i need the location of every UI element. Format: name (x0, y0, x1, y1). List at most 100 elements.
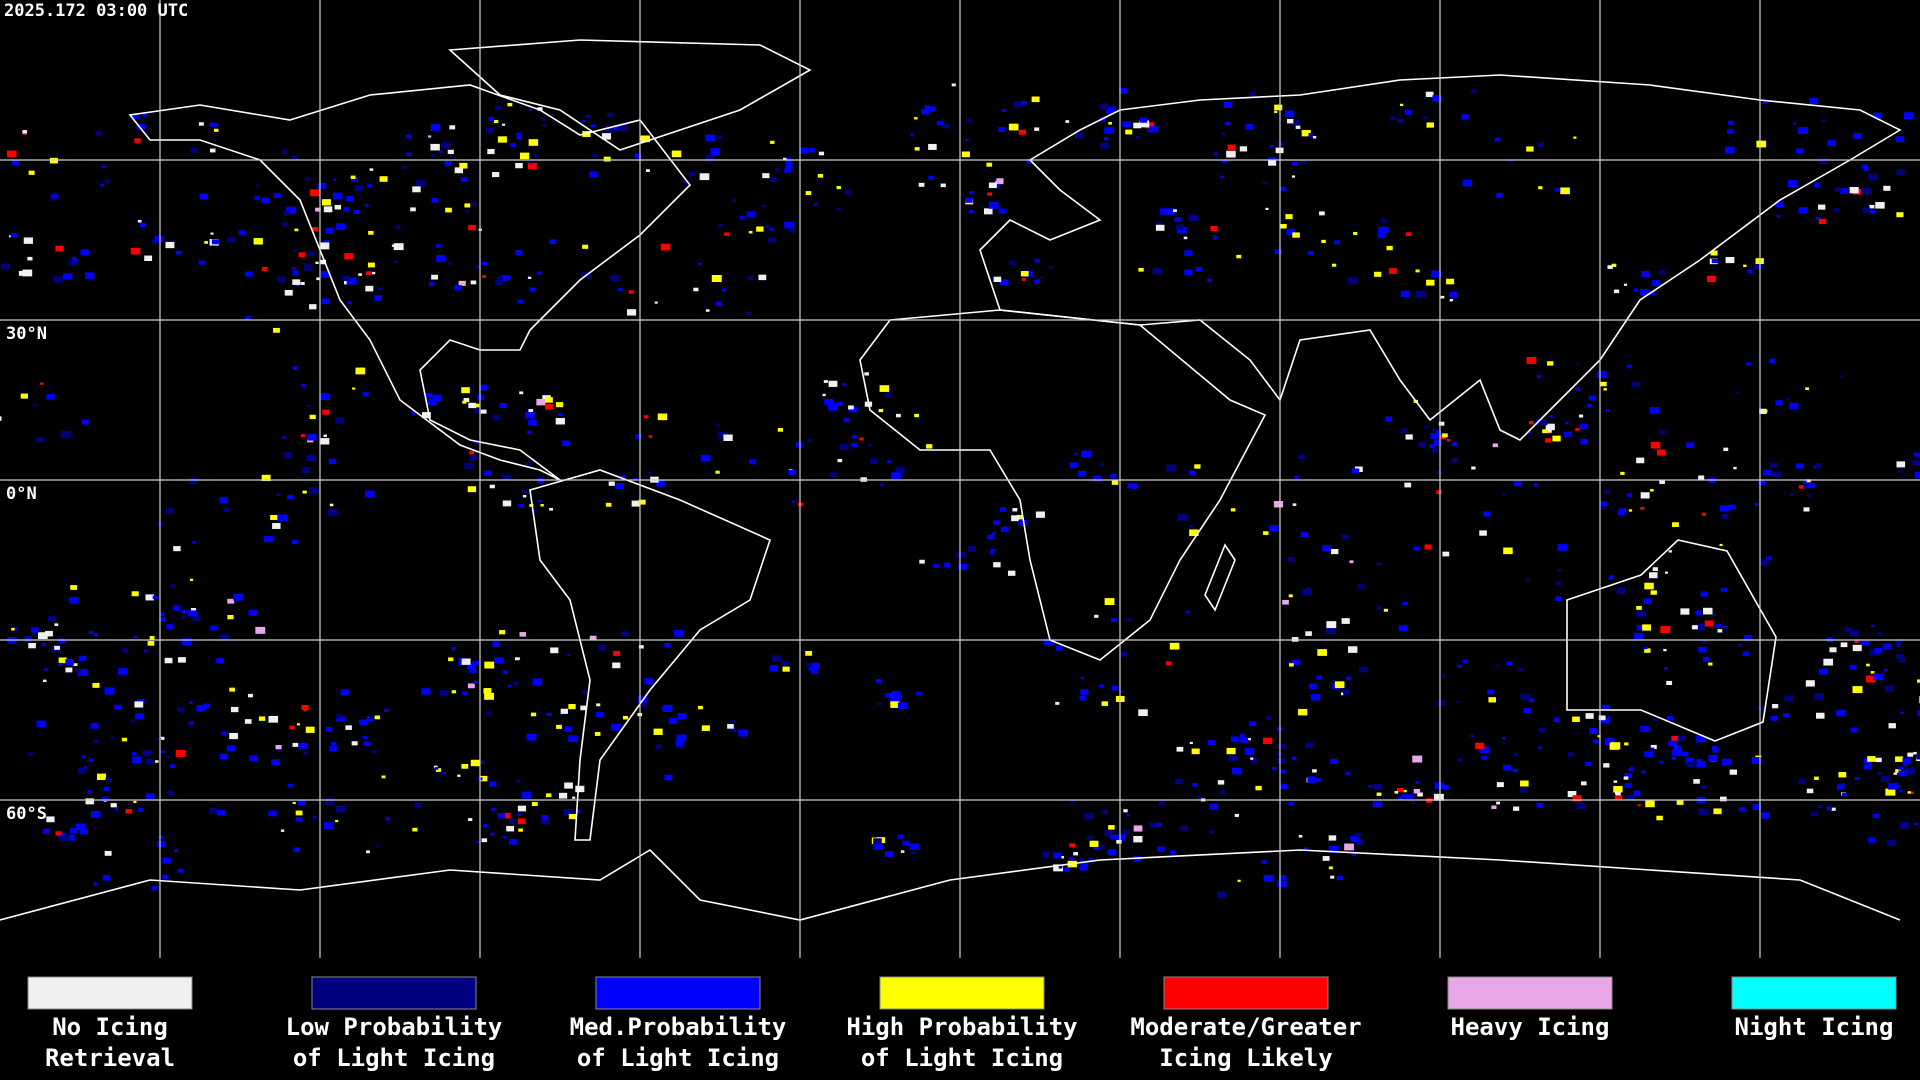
icing-pixel (1713, 808, 1722, 815)
icing-pixel (1803, 507, 1810, 512)
icing-pixel (1376, 562, 1381, 567)
icing-pixel (145, 594, 155, 601)
icing-pixel (1065, 120, 1070, 123)
icing-pixel (1542, 429, 1548, 434)
icing-pixel (467, 486, 477, 493)
icing-pixel (806, 662, 813, 667)
icing-pixel (371, 271, 376, 275)
icing-pixel (1896, 169, 1905, 175)
icing-pixel (1633, 790, 1641, 796)
icing-pixel (664, 642, 671, 648)
icing-pixel (1787, 180, 1798, 187)
icing-pixel (1165, 661, 1172, 666)
icing-pixel (230, 706, 239, 713)
icing-pixel (1216, 891, 1227, 899)
icing-pixel (1402, 601, 1408, 606)
icing-pixel (1751, 757, 1762, 764)
icing-pixel (1912, 460, 1920, 465)
icing-pixel (1585, 713, 1594, 719)
icing-pixel (175, 250, 182, 255)
icing-pixel (1634, 633, 1644, 640)
icing-pixel (280, 829, 285, 832)
icing-pixel (412, 186, 421, 193)
icing-pixel (1650, 590, 1657, 595)
icing-pixel (1188, 214, 1199, 222)
icing-pixel (295, 817, 303, 822)
icing-pixel (1850, 727, 1858, 733)
icing-pixel (1138, 267, 1144, 272)
icing-pixel (485, 127, 494, 134)
icing-pixel (145, 758, 154, 765)
icing-pixel (1698, 646, 1707, 653)
legend-label: Retrieval (45, 1044, 175, 1072)
icing-pixel (305, 726, 315, 733)
icing-pixel (1725, 256, 1735, 264)
icing-pixel (1196, 795, 1202, 800)
icing-pixel (162, 874, 169, 879)
icing-pixel (430, 153, 436, 157)
icing-pixel (227, 614, 234, 620)
icing-pixel (983, 208, 993, 215)
icing-pixel (1099, 684, 1104, 688)
icing-pixel (805, 651, 812, 656)
icing-pixel (344, 253, 354, 260)
icing-pixel (1611, 263, 1617, 268)
icing-pixel (1328, 866, 1333, 870)
icing-pixel (291, 539, 299, 545)
icing-pixel (1133, 856, 1142, 862)
icing-pixel (568, 735, 578, 743)
icing-pixel (1567, 791, 1577, 798)
icing-pixel (1424, 425, 1429, 429)
icing-pixel (1642, 624, 1651, 631)
icing-pixel (175, 749, 186, 757)
icing-pixel (1573, 136, 1577, 139)
icing-pixel (1588, 395, 1596, 401)
icing-pixel (1133, 825, 1143, 832)
icing-pixel (873, 842, 883, 850)
icing-pixel (1626, 794, 1635, 801)
icing-pixel (545, 793, 552, 798)
icing-pixel (464, 462, 474, 470)
icing-pixel (1854, 640, 1859, 643)
icing-pixel (1, 263, 11, 270)
icing-pixel (1487, 689, 1495, 695)
icing-pixel (1644, 646, 1648, 650)
icing-pixel (699, 173, 710, 181)
icing-pixel (698, 705, 703, 710)
icing-pixel (445, 207, 452, 213)
icing-pixel (1609, 575, 1614, 578)
icing-pixel (1756, 140, 1767, 148)
icing-pixel (51, 193, 58, 199)
icing-pixel (283, 451, 293, 458)
icing-pixel (1298, 708, 1308, 716)
icing-pixel (875, 679, 882, 683)
icing-pixel (958, 563, 968, 570)
icing-pixel (1101, 701, 1109, 706)
icing-pixel (162, 857, 171, 864)
icing-pixel (1564, 421, 1569, 425)
icing-pixel (538, 499, 542, 503)
icing-pixel (1078, 858, 1084, 863)
icing-pixel (1188, 470, 1196, 476)
icing-pixel (282, 210, 290, 216)
icing-pixel (134, 701, 144, 708)
icing-pixel (710, 148, 721, 156)
icing-pixel (1413, 788, 1421, 794)
icing-pixel (1034, 258, 1040, 263)
icing-pixel (1330, 875, 1335, 879)
icing-pixel (1122, 829, 1130, 835)
icing-pixel (1798, 207, 1808, 214)
icing-pixel (340, 689, 350, 696)
icing-pixel (1884, 685, 1894, 692)
icing-pixel (992, 178, 997, 181)
icing-pixel (919, 559, 925, 564)
icing-pixel (431, 274, 439, 280)
icing-pixel (1316, 675, 1322, 680)
icing-pixel (1133, 835, 1143, 843)
icing-pixel (192, 616, 200, 622)
icing-pixel (995, 178, 1004, 185)
icing-pixel (1399, 103, 1404, 107)
icing-pixel (558, 792, 568, 799)
icing-pixel (1547, 361, 1554, 366)
